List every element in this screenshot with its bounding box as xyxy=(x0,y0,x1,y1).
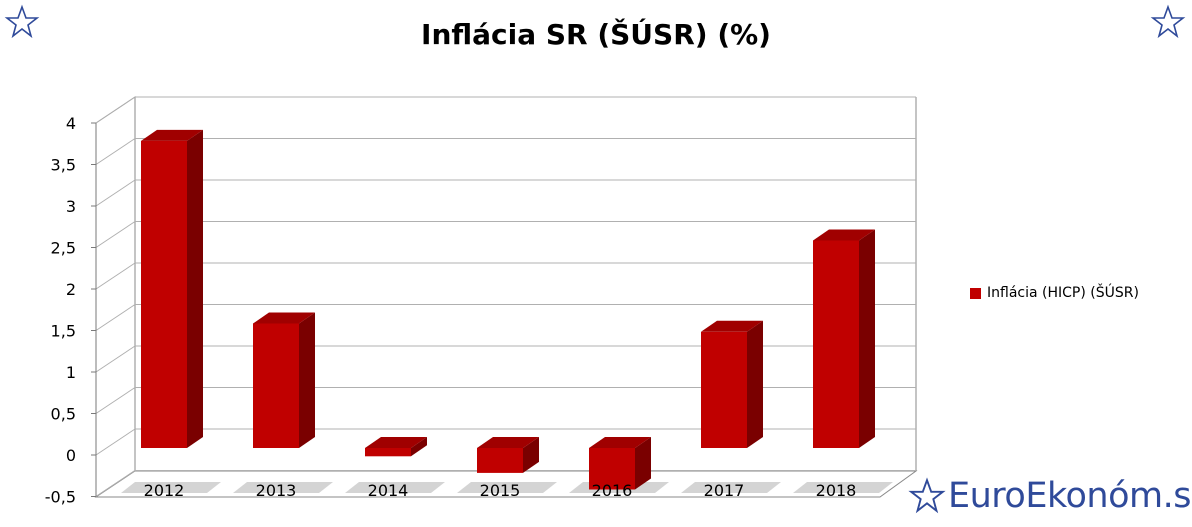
gridlines xyxy=(95,96,916,497)
gridline-diagonal xyxy=(95,304,136,331)
gridline-diagonal xyxy=(95,262,136,290)
legend: Inflácia (HICP) (ŠÚSR) xyxy=(970,285,1139,301)
brand-star-icon xyxy=(908,477,946,514)
bar-side xyxy=(635,437,651,490)
x-tick-label: 2013 xyxy=(256,481,297,500)
y-tick-label: 2 xyxy=(66,280,76,299)
gridline-diagonal xyxy=(95,470,136,497)
x-tick-label: 2015 xyxy=(480,481,521,500)
x-tick-label: 2014 xyxy=(368,481,409,500)
chart-title: Inflácia SR (ŠÚSR) (%) xyxy=(421,18,771,51)
y-tick-label: 1 xyxy=(66,363,76,382)
bar xyxy=(365,448,411,457)
gridline-diagonal xyxy=(95,221,136,248)
y-tick-label: -0,5 xyxy=(45,488,76,507)
bar xyxy=(141,140,187,448)
x-tick-label: 2018 xyxy=(816,481,857,500)
bar xyxy=(701,331,747,448)
y-tick-label: 3,5 xyxy=(51,156,76,175)
gridline-diagonal xyxy=(95,138,136,165)
side-wall xyxy=(95,96,136,498)
gridline-diagonal xyxy=(95,387,136,414)
bars xyxy=(141,129,875,490)
star-top-right-icon xyxy=(1150,4,1186,39)
bar-top xyxy=(589,437,651,448)
bar-top xyxy=(813,229,875,241)
bar-top xyxy=(477,437,539,448)
star-top-left-icon xyxy=(4,4,40,39)
bar xyxy=(477,448,523,473)
bar-side xyxy=(411,437,427,457)
brand-logo: EuroEkonóm.sk xyxy=(908,476,1192,516)
bar-side xyxy=(859,229,875,448)
bar-side xyxy=(187,129,203,448)
y-tick-label: 0,5 xyxy=(51,405,76,424)
y-tick-label: 2,5 xyxy=(51,239,76,258)
x-tick-label: 2012 xyxy=(144,481,185,500)
bar-top xyxy=(701,320,763,332)
bar-side xyxy=(299,312,315,448)
bar-top xyxy=(141,129,203,141)
bar xyxy=(813,240,859,448)
gridline-diagonal xyxy=(95,345,136,373)
legend-swatch xyxy=(970,287,981,299)
bar-top xyxy=(365,437,427,448)
bar-shadow xyxy=(121,482,221,493)
gridline-diagonal xyxy=(95,428,136,456)
x-tick-label: 2017 xyxy=(704,481,745,500)
y-tick-label: 4 xyxy=(66,114,76,133)
brand-text: EuroEkonóm.sk xyxy=(948,476,1192,516)
bar-side xyxy=(747,320,763,448)
y-tick-label: 3 xyxy=(66,197,76,216)
bar-shadow xyxy=(233,482,333,493)
x-tick-label: 2016 xyxy=(592,481,633,500)
gridline-diagonal xyxy=(95,96,136,124)
bar xyxy=(589,448,635,490)
bar-shadow xyxy=(793,482,893,493)
bar xyxy=(253,323,299,448)
legend-label: Inflácia (HICP) (ŠÚSR) xyxy=(987,285,1139,301)
y-axis-ticks: -0,5 0 0,5 1 1,5 2 2,5 3 3,5 4 xyxy=(45,114,97,507)
bar-shadow xyxy=(345,482,445,493)
gridline-diagonal xyxy=(95,179,136,207)
x-axis-ticks: 2012 2013 2014 2015 2016 2017 2018 xyxy=(144,481,857,500)
bar-top xyxy=(253,312,315,324)
y-tick-label: 0 xyxy=(66,446,76,465)
bar-shadow xyxy=(681,482,781,493)
bar-side xyxy=(523,437,539,473)
y-tick-label: 1,5 xyxy=(51,322,76,341)
bar-shadow xyxy=(457,482,557,493)
